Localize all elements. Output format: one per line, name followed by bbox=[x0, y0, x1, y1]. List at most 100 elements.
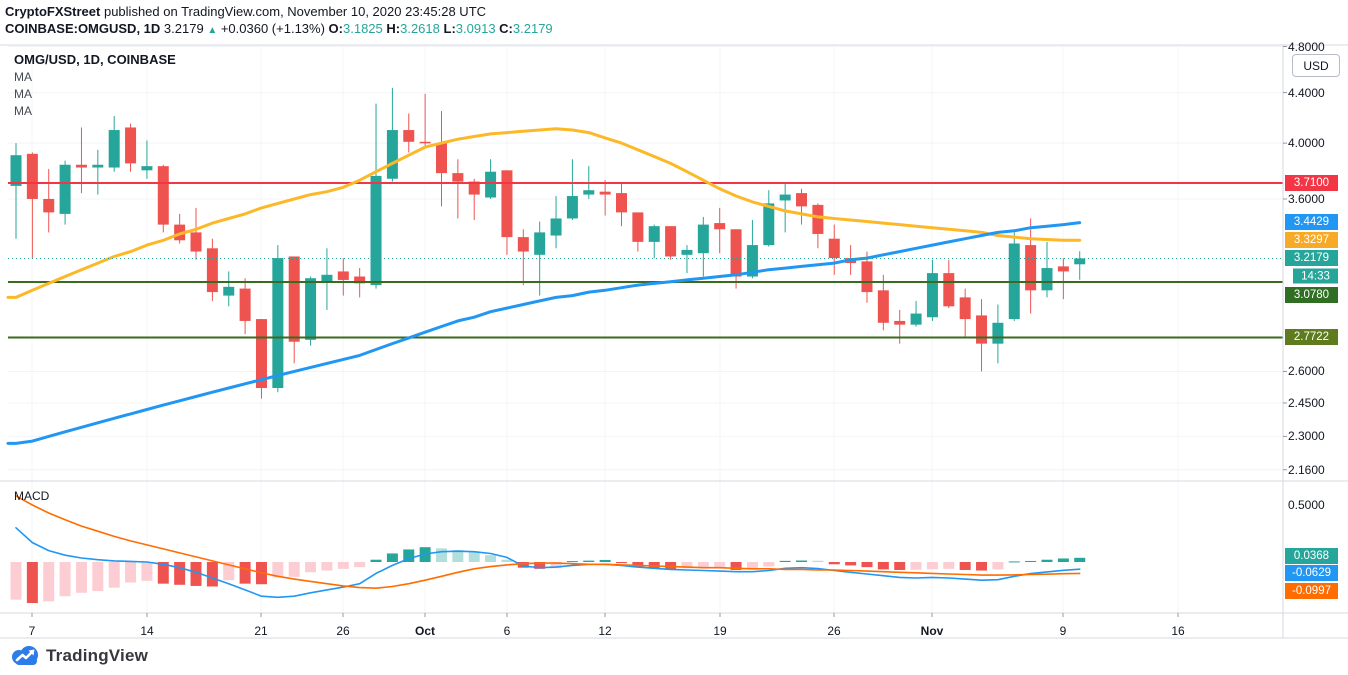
candle-body[interactable] bbox=[501, 170, 513, 238]
candle-body[interactable] bbox=[485, 171, 497, 198]
candle-body[interactable] bbox=[206, 248, 218, 293]
candle-body[interactable] bbox=[1041, 268, 1053, 291]
macd-histogram-bar bbox=[239, 562, 251, 584]
header-byline: CryptoFXStreet published on TradingView.… bbox=[5, 3, 486, 21]
candle-body[interactable] bbox=[697, 224, 709, 254]
candle-body[interactable] bbox=[828, 238, 840, 259]
time-tick-label: 19 bbox=[713, 624, 727, 638]
macd-indicator-label[interactable]: MACD bbox=[14, 489, 50, 503]
candle-body[interactable] bbox=[10, 155, 22, 186]
macd-tick-label: 0.5000 bbox=[1288, 498, 1325, 512]
candle-body[interactable] bbox=[468, 181, 480, 195]
candle-body[interactable] bbox=[583, 190, 595, 195]
macd-histogram-bar bbox=[206, 562, 218, 587]
candle-body[interactable] bbox=[517, 237, 529, 252]
macd-histogram-bar bbox=[174, 562, 186, 585]
candle-body[interactable] bbox=[108, 130, 120, 168]
candle-body[interactable] bbox=[665, 226, 677, 257]
candle-body[interactable] bbox=[746, 245, 758, 277]
candle-body[interactable] bbox=[812, 204, 824, 234]
candle-body[interactable] bbox=[386, 130, 398, 179]
macd-histogram-bar bbox=[550, 562, 562, 569]
candle-body[interactable] bbox=[59, 164, 71, 214]
candle-body[interactable] bbox=[125, 127, 137, 164]
macd-histogram-bar bbox=[485, 555, 497, 562]
tradingview-logo: TradingView bbox=[10, 645, 148, 666]
candle-body[interactable] bbox=[910, 313, 922, 325]
candle-body[interactable] bbox=[239, 288, 251, 321]
candle-body[interactable] bbox=[566, 196, 578, 219]
candle-body[interactable] bbox=[92, 164, 104, 168]
macd-histogram-bar bbox=[75, 562, 87, 593]
candle-body[interactable] bbox=[763, 203, 775, 246]
candle-body[interactable] bbox=[861, 261, 873, 293]
candle-body[interactable] bbox=[779, 194, 791, 201]
candle-body[interactable] bbox=[926, 273, 938, 318]
candle-body[interactable] bbox=[1025, 245, 1037, 291]
macd-histogram-bar bbox=[370, 559, 382, 562]
candle-body[interactable] bbox=[943, 273, 955, 307]
candle-body[interactable] bbox=[616, 193, 628, 213]
candle-body[interactable] bbox=[305, 278, 317, 340]
legend-symbol-title[interactable]: OMG/USD, 1D, COINBASE bbox=[14, 52, 176, 67]
candle-body[interactable] bbox=[354, 276, 366, 284]
macd-signal-line bbox=[15, 495, 1081, 589]
candle-body[interactable] bbox=[370, 175, 382, 286]
candle-body[interactable] bbox=[190, 232, 202, 252]
price-tick-label: 2.6000 bbox=[1288, 364, 1325, 379]
candle-body[interactable] bbox=[26, 153, 38, 199]
candle-body[interactable] bbox=[1074, 258, 1086, 265]
candle-body[interactable] bbox=[632, 212, 644, 242]
candle-body[interactable] bbox=[403, 130, 415, 142]
candle-body[interactable] bbox=[894, 320, 906, 325]
macd-histogram-bar bbox=[517, 562, 529, 568]
candle-body[interactable] bbox=[223, 286, 235, 296]
candle-body[interactable] bbox=[959, 297, 971, 320]
candle-body[interactable] bbox=[550, 218, 562, 236]
candle-body[interactable] bbox=[43, 198, 55, 213]
symbol-status-line: COINBASE:OMGUSD, 1D 3.2179 ▲ +0.0360 (+1… bbox=[5, 20, 553, 40]
ma-yellow-line bbox=[6, 127, 1082, 299]
candle-body[interactable] bbox=[337, 271, 349, 280]
candle-body[interactable] bbox=[255, 319, 267, 389]
candle-body[interactable] bbox=[141, 166, 153, 171]
candle-body[interactable] bbox=[992, 322, 1004, 344]
macd-histogram-bar bbox=[894, 562, 906, 570]
macd-histogram-bar bbox=[272, 562, 284, 578]
currency-toggle-button[interactable]: USD bbox=[1292, 54, 1340, 77]
time-tick-label: 16 bbox=[1171, 624, 1185, 638]
candle-body[interactable] bbox=[1057, 266, 1069, 272]
candle-body[interactable] bbox=[288, 256, 300, 342]
candle-body[interactable] bbox=[877, 290, 889, 323]
candle-body[interactable] bbox=[976, 315, 988, 344]
candle-body[interactable] bbox=[157, 166, 169, 225]
price-tick-label: 4.4000 bbox=[1288, 85, 1325, 100]
candle-body[interactable] bbox=[714, 223, 726, 230]
candle-body[interactable] bbox=[648, 226, 660, 242]
legend-ma-3[interactable]: MA bbox=[14, 104, 32, 118]
candle-body[interactable] bbox=[452, 173, 464, 182]
candle-body[interactable] bbox=[681, 249, 693, 255]
candle-body[interactable] bbox=[272, 258, 284, 389]
close-value: 3.2179 bbox=[512, 21, 553, 36]
candle-body[interactable] bbox=[435, 143, 447, 174]
macd-histogram-bar bbox=[92, 562, 104, 592]
ma-blue-line bbox=[6, 221, 1082, 445]
candle-body[interactable] bbox=[419, 141, 431, 144]
macd-histogram-bar bbox=[877, 562, 889, 570]
candle-body[interactable] bbox=[321, 274, 333, 282]
macd-histogram-bar bbox=[141, 562, 153, 581]
legend-ma-1[interactable]: MA bbox=[14, 70, 32, 84]
price-change: +0.0360 (+1.13%) bbox=[220, 21, 325, 36]
tradingview-logo-text: TradingView bbox=[46, 645, 149, 665]
price-badge--0.0997: -0.0997 bbox=[1285, 583, 1338, 599]
candle-body[interactable] bbox=[730, 229, 742, 277]
candle-body[interactable] bbox=[599, 191, 611, 195]
candle-body[interactable] bbox=[534, 232, 546, 255]
candle-body[interactable] bbox=[75, 164, 87, 168]
price-badge--0.0629: -0.0629 bbox=[1285, 565, 1338, 581]
legend-ma-2[interactable]: MA bbox=[14, 87, 32, 101]
low-label: L: bbox=[443, 21, 456, 36]
candle-body[interactable] bbox=[796, 193, 808, 207]
